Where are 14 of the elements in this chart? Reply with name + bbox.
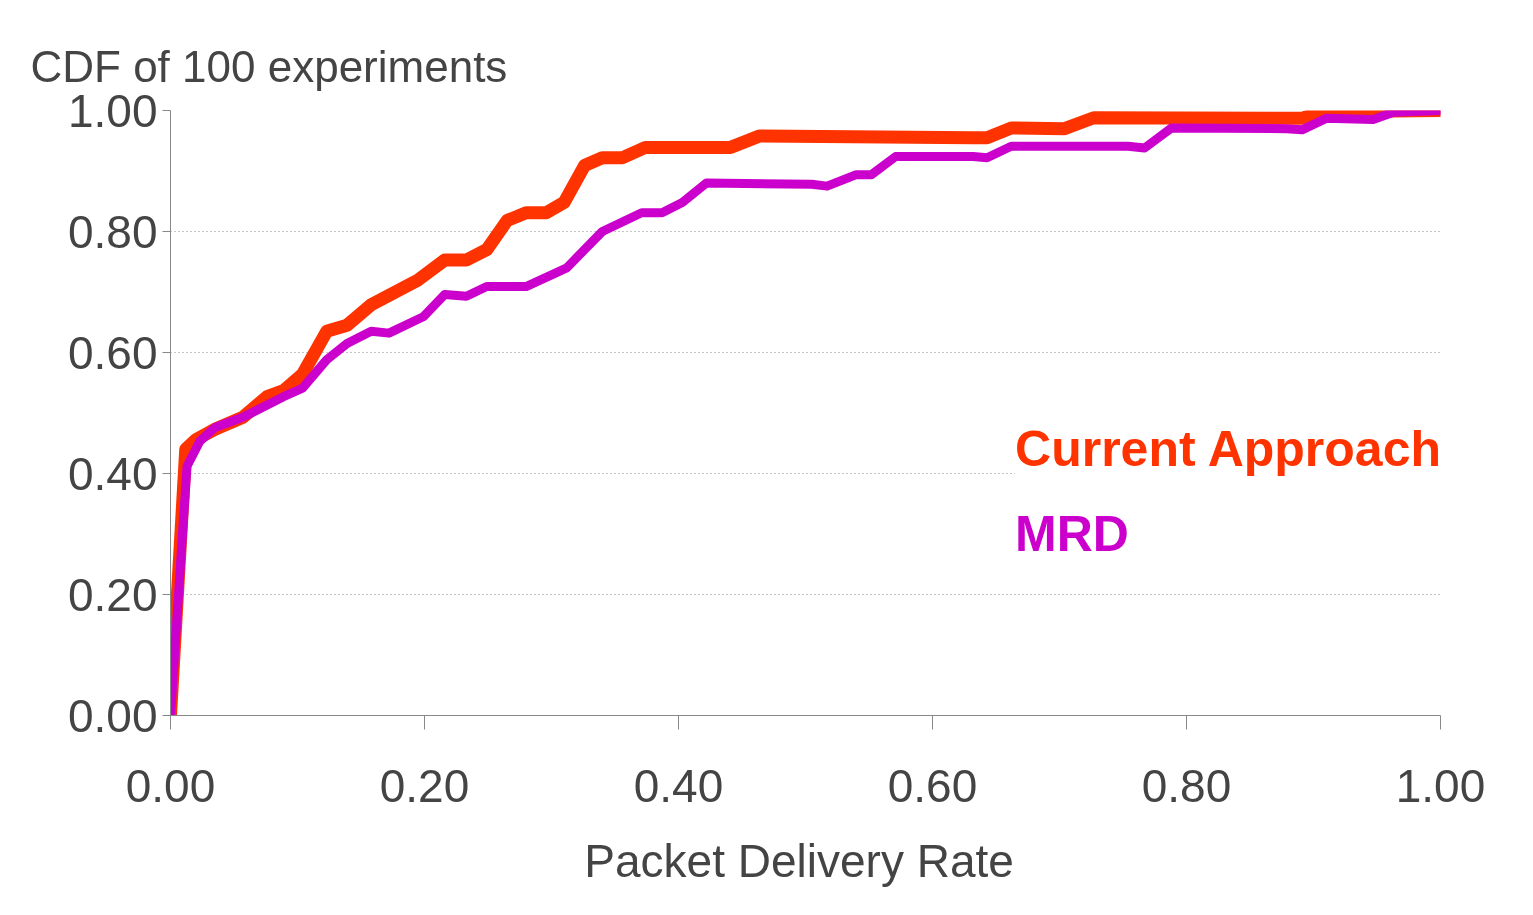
text: Current Approach xyxy=(1015,421,1441,478)
y-tick-label: 0.20 xyxy=(67,568,158,621)
x-tick-label: 0.40 xyxy=(633,759,724,812)
x-tick-label: 0.00 xyxy=(125,759,216,812)
x-tick-label: 0.20 xyxy=(379,759,470,812)
y-tick-label: 0.60 xyxy=(67,326,158,379)
x-tick-label: 0.60 xyxy=(887,759,978,812)
y-tick-label: 0.80 xyxy=(67,205,158,258)
x-tick-label: 1.00 xyxy=(1395,759,1486,812)
y-tick-label: 0.40 xyxy=(67,447,158,500)
y-tick-label: 0.00 xyxy=(67,689,158,742)
text: MRD xyxy=(1015,506,1129,562)
x-tick-label: 0.80 xyxy=(1141,759,1232,812)
x-axis-title: Packet Delivery Rate xyxy=(584,834,1014,887)
